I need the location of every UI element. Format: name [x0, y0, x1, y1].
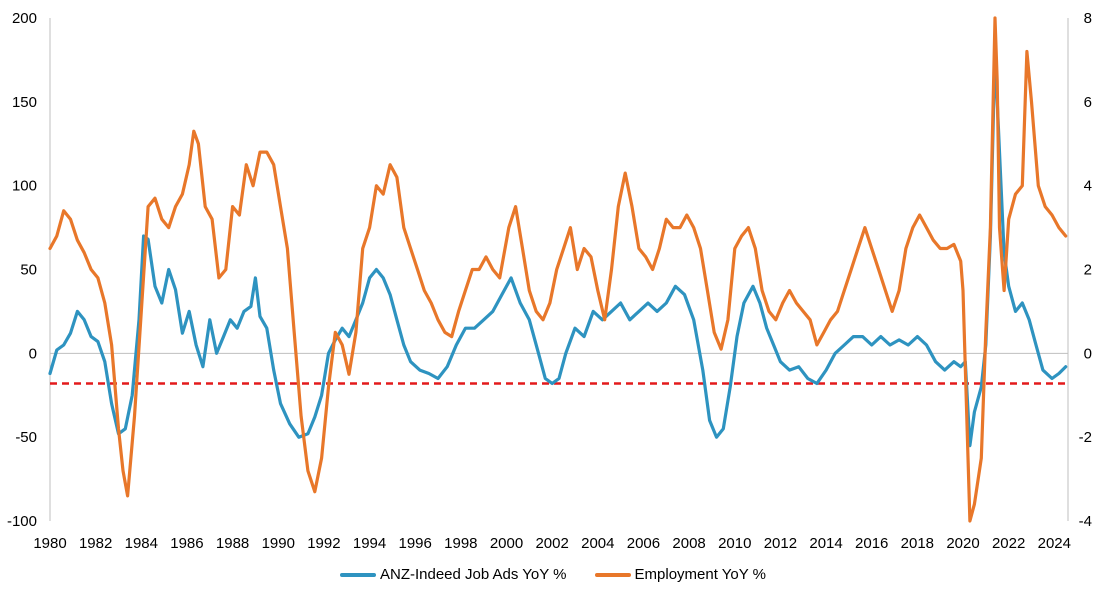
x-tick-label: 1986 [170, 535, 203, 552]
x-tick-label: 2006 [627, 535, 660, 552]
x-tick-label: 1992 [307, 535, 340, 552]
y-left-tick-label: 50 [20, 262, 37, 279]
y-right-tick-label: 0 [1084, 345, 1092, 362]
x-tick-label: 2002 [535, 535, 568, 552]
x-tick-label: 1980 [33, 535, 66, 552]
y-right-tick-label: 2 [1084, 262, 1092, 279]
y-left-tick-label: 100 [12, 178, 37, 195]
x-tick-label: 1994 [353, 535, 386, 552]
x-tick-label: 1988 [216, 535, 249, 552]
legend-item-employment: Employment YoY % [594, 566, 766, 583]
y-right-tick-label: -4 [1079, 513, 1092, 530]
x-tick-label: 2008 [672, 535, 705, 552]
legend-item-job-ads: ANZ-Indeed Job Ads YoY % [339, 566, 567, 583]
x-tick-label: 2016 [855, 535, 888, 552]
legend-swatch-job-ads [339, 572, 376, 577]
x-tick-label: 1996 [399, 535, 432, 552]
x-tick-label: 2022 [992, 535, 1025, 552]
axes [49, 18, 1069, 521]
y-right-tick-label: 6 [1084, 94, 1092, 111]
tick-labels: 1980 1982 1984 1986 1988 1990 1992 1994 1996 1998… [7, 10, 1092, 552]
series-group [48, 16, 1068, 523]
legend-label-employment: Employment YoY % [634, 566, 766, 583]
y-right-tick-label: 4 [1084, 178, 1092, 195]
y-left-tick-label: 0 [29, 345, 37, 362]
y-right-tick-label: -2 [1079, 429, 1092, 446]
x-tick-label: 1982 [79, 535, 112, 552]
x-tick-label: 2018 [901, 535, 934, 552]
legend-label-job-ads: ANZ-Indeed Job Ads YoY % [379, 566, 567, 583]
y-left-tick-label: -50 [15, 429, 37, 446]
y-left-tick-label: -100 [7, 513, 37, 530]
x-tick-label: 2004 [581, 535, 614, 552]
y-left-tick-label: 200 [12, 10, 37, 27]
x-tick-label: 2010 [718, 535, 751, 552]
y-left-tick-label: 150 [12, 94, 37, 111]
legend: ANZ-Indeed Job Ads YoY % Employment YoY … [0, 566, 1106, 583]
x-tick-label: 1998 [444, 535, 477, 552]
series-line-employment [48, 16, 1068, 523]
chart-svg: 1980 1982 1984 1986 1988 1990 1992 1994 1996 1998… [7, 10, 1092, 552]
x-tick-label: 2020 [946, 535, 979, 552]
x-tick-label: 2024 [1038, 535, 1071, 552]
y-right-tick-label: 8 [1084, 10, 1092, 27]
x-tick-label: 1990 [262, 535, 295, 552]
x-tick-label: 2014 [809, 535, 842, 552]
legend-swatch-employment [594, 572, 631, 577]
x-tick-label: 1984 [125, 535, 158, 552]
x-tick-label: 2000 [490, 535, 523, 552]
series-line-job-ads [48, 49, 1068, 448]
x-tick-label: 2012 [764, 535, 797, 552]
